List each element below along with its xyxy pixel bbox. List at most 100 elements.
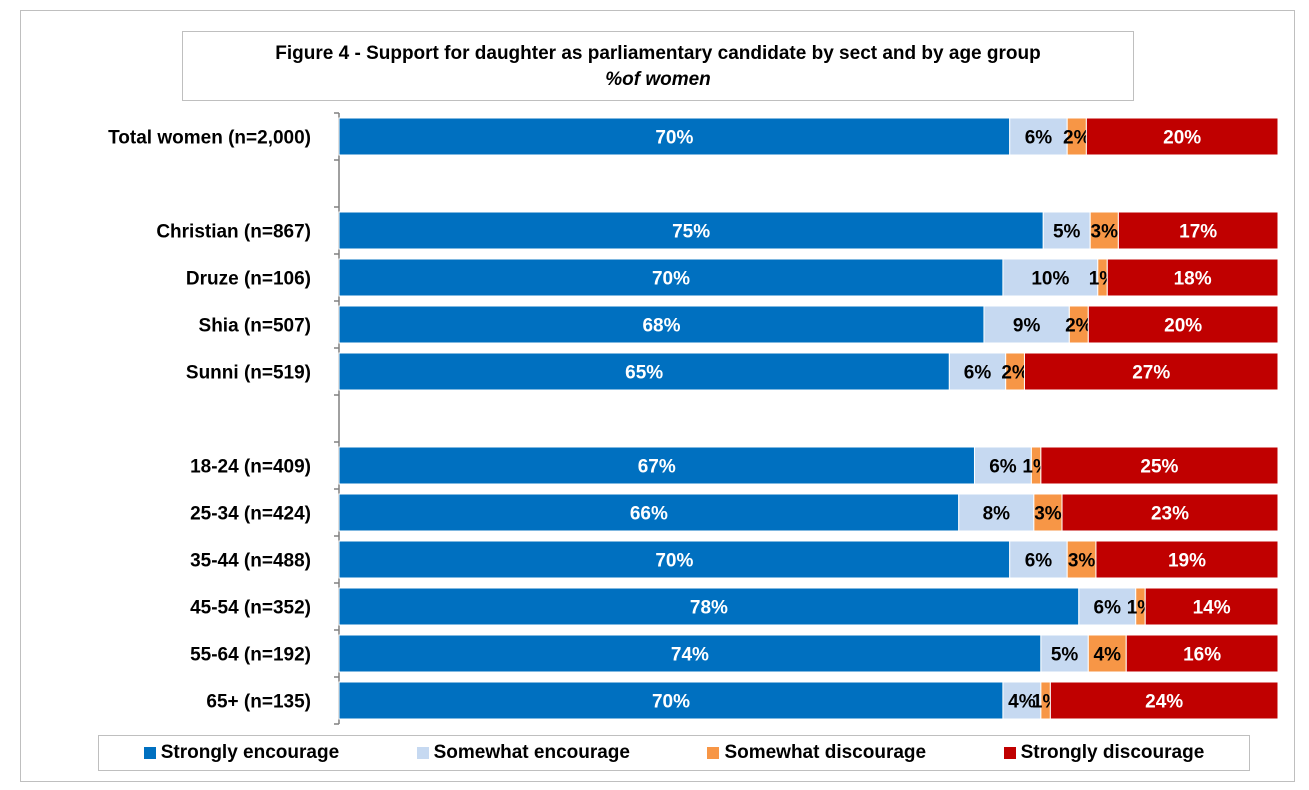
bar-strongly-discourage bbox=[1144, 587, 1279, 626]
data-label: 70% bbox=[655, 128, 693, 149]
bar-somewhat-discourage bbox=[1066, 540, 1097, 579]
bar-somewhat-encourage bbox=[1040, 634, 1089, 673]
data-label: 4% bbox=[1094, 645, 1122, 666]
bar-strongly-discourage bbox=[1085, 117, 1279, 156]
legend-swatch-strongly-encourage bbox=[143, 747, 156, 759]
legend-label-somewhat-encourage: Somewhat encourage bbox=[433, 742, 630, 763]
category-label: Druze (n=106) bbox=[186, 269, 311, 290]
legend-swatch-somewhat-encourage bbox=[416, 747, 429, 759]
category-label: 65+ (n=135) bbox=[206, 692, 311, 713]
data-label: 75% bbox=[672, 222, 710, 243]
bar-somewhat-discourage bbox=[1089, 211, 1119, 250]
chart-legend: Strongly encourage Somewhat encourage So… bbox=[98, 735, 1250, 771]
bar-strongly-discourage bbox=[1061, 493, 1279, 532]
bar-strongly-discourage bbox=[1023, 352, 1279, 391]
bar-strongly-discourage bbox=[1125, 634, 1279, 673]
bar-strongly-discourage bbox=[1106, 258, 1279, 297]
legend-label-strongly-encourage: Strongly encourage bbox=[160, 742, 340, 763]
legend-label-somewhat-discourage: Somewhat discourage bbox=[724, 742, 927, 763]
bar-strongly-discourage bbox=[1087, 305, 1279, 344]
legend-label-strongly-discourage: Strongly discourage bbox=[1020, 742, 1205, 763]
data-label: 24% bbox=[1145, 692, 1183, 713]
chart-title: Figure 4 - Support for daughter as parli… bbox=[275, 43, 1041, 64]
bar-somewhat-encourage bbox=[1002, 258, 1099, 297]
data-label: 70% bbox=[655, 551, 693, 572]
bar-strongly-encourage bbox=[338, 681, 1004, 720]
category-label: Total women (n=2,000) bbox=[108, 128, 311, 149]
category-label: Christian (n=867) bbox=[156, 222, 311, 243]
data-label: 20% bbox=[1163, 128, 1201, 149]
data-label: 20% bbox=[1164, 316, 1202, 337]
data-label: 6% bbox=[1094, 598, 1122, 619]
data-label: 25% bbox=[1140, 457, 1178, 478]
bar-somewhat-encourage bbox=[1042, 211, 1091, 250]
legend-item-strongly-encourage: Strongly encourage bbox=[143, 742, 340, 764]
data-label: 6% bbox=[964, 363, 992, 384]
data-label: 70% bbox=[652, 692, 690, 713]
legend-item-strongly-discourage: Strongly discourage bbox=[1003, 742, 1205, 764]
category-label: Sunni (n=519) bbox=[186, 363, 311, 384]
data-label: 14% bbox=[1193, 598, 1231, 619]
bar-strongly-discourage bbox=[1117, 211, 1279, 250]
chart-subtitle: %of women bbox=[605, 69, 711, 90]
bar-strongly-discourage bbox=[1049, 681, 1279, 720]
bar-somewhat-encourage bbox=[983, 305, 1070, 344]
bar-somewhat-encourage bbox=[1078, 587, 1137, 626]
bar-somewhat-encourage bbox=[948, 352, 1007, 391]
data-label: 4% bbox=[1008, 692, 1036, 713]
category-label: 55-64 (n=192) bbox=[190, 645, 311, 666]
category-label: 25-34 (n=424) bbox=[190, 504, 311, 525]
data-label: 66% bbox=[630, 504, 668, 525]
data-label: 3% bbox=[1091, 222, 1119, 243]
bar-somewhat-encourage bbox=[1002, 681, 1042, 720]
bar-strongly-encourage bbox=[338, 634, 1042, 673]
data-label: 9% bbox=[1013, 316, 1041, 337]
bar-strongly-encourage bbox=[338, 305, 985, 344]
data-label: 6% bbox=[1025, 128, 1053, 149]
data-label: 27% bbox=[1132, 363, 1170, 384]
data-label: 5% bbox=[1051, 645, 1079, 666]
bar-strongly-encourage bbox=[338, 587, 1080, 626]
data-label: 70% bbox=[652, 269, 690, 290]
data-label: 8% bbox=[983, 504, 1011, 525]
bar-strongly-encourage bbox=[338, 540, 1011, 579]
category-label: 18-24 (n=409) bbox=[190, 457, 311, 478]
data-label: 2% bbox=[1063, 128, 1091, 149]
data-label: 3% bbox=[1068, 551, 1096, 572]
chart-title-box: Figure 4 - Support for daughter as parli… bbox=[182, 31, 1134, 101]
data-label: 2% bbox=[1065, 316, 1093, 337]
data-label: 6% bbox=[989, 457, 1017, 478]
data-label: 18% bbox=[1174, 269, 1212, 290]
legend-item-somewhat-discourage: Somewhat discourage bbox=[707, 742, 926, 764]
legend-swatch-somewhat-discourage bbox=[707, 747, 720, 759]
data-label: 17% bbox=[1179, 222, 1217, 243]
legend-item-somewhat-encourage: Somewhat encourage bbox=[416, 742, 630, 764]
data-label: 68% bbox=[642, 316, 680, 337]
category-label: 45-54 (n=352) bbox=[190, 598, 311, 619]
data-label: 10% bbox=[1031, 269, 1069, 290]
bar-strongly-encourage bbox=[338, 493, 960, 532]
data-label: 16% bbox=[1183, 645, 1221, 666]
bar-strongly-encourage bbox=[338, 352, 950, 391]
bar-strongly-discourage bbox=[1040, 446, 1279, 485]
bar-somewhat-encourage bbox=[1009, 540, 1068, 579]
bar-somewhat-discourage bbox=[1087, 634, 1127, 673]
data-label: 65% bbox=[625, 363, 663, 384]
data-label: 67% bbox=[638, 457, 676, 478]
bar-strongly-encourage bbox=[338, 211, 1044, 250]
data-label: 6% bbox=[1025, 551, 1053, 572]
legend-swatch-strongly-discourage bbox=[1003, 747, 1016, 759]
category-label: 35-44 (n=488) bbox=[190, 551, 311, 572]
data-label: 3% bbox=[1034, 504, 1062, 525]
bar-strongly-encourage bbox=[338, 258, 1004, 297]
data-label: 23% bbox=[1151, 504, 1189, 525]
bar-somewhat-encourage bbox=[973, 446, 1032, 485]
bar-strongly-encourage bbox=[338, 446, 975, 485]
data-label: 78% bbox=[690, 598, 728, 619]
data-label: 74% bbox=[671, 645, 709, 666]
bar-strongly-discourage bbox=[1095, 540, 1279, 579]
data-label: 5% bbox=[1053, 222, 1081, 243]
data-label: 2% bbox=[1001, 363, 1029, 384]
category-label: Shia (n=507) bbox=[199, 316, 311, 337]
